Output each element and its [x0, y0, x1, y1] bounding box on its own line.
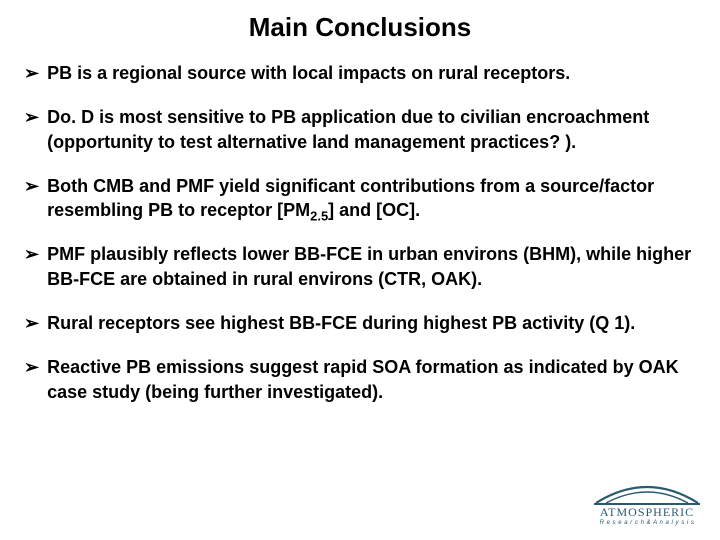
- bullet-item: ➢ Rural receptors see highest BB-FCE duri…: [24, 311, 696, 335]
- logo-arc-icon: [592, 481, 702, 507]
- bullet-item: ➢ Both CMB and PMF yield significant cont…: [24, 174, 696, 223]
- bullet-marker-icon: ➢: [24, 61, 39, 85]
- slide: Main Conclusions ➢ PB is a regional sourc…: [0, 0, 720, 540]
- bullet-text: Both CMB and PMF yield significant contr…: [47, 174, 696, 223]
- logo-tagline: R e s e a r c h & A n a l y s i s: [592, 520, 702, 526]
- bullet-item: ➢ Reactive PB emissions suggest rapid SOA…: [24, 355, 696, 404]
- bullet-text: PB is a regional source with local impac…: [47, 61, 696, 85]
- bullet-item: ➢ PB is a regional source with local impa…: [24, 61, 696, 85]
- logo-name: ATMOSPHERIC: [592, 505, 702, 520]
- bullet-text: Reactive PB emissions suggest rapid SOA …: [47, 355, 696, 404]
- bullet-list: ➢ PB is a regional source with local impa…: [24, 61, 696, 404]
- bullet-marker-icon: ➢: [24, 242, 39, 266]
- logo: ATMOSPHERIC R e s e a r c h & A n a l y …: [592, 481, 702, 526]
- bullet-marker-icon: ➢: [24, 174, 39, 198]
- bullet-marker-icon: ➢: [24, 311, 39, 335]
- bullet-text: Rural receptors see highest BB-FCE durin…: [47, 311, 696, 335]
- bullet-marker-icon: ➢: [24, 355, 39, 379]
- bullet-item: ➢ PMF plausibly reflects lower BB-FCE in …: [24, 242, 696, 291]
- bullet-text: PMF plausibly reflects lower BB-FCE in u…: [47, 242, 696, 291]
- bullet-text: Do. D is most sensitive to PB applicatio…: [47, 105, 696, 154]
- bullet-item: ➢ Do. D is most sensitive to PB applicati…: [24, 105, 696, 154]
- bullet-marker-icon: ➢: [24, 105, 39, 129]
- slide-title: Main Conclusions: [24, 12, 696, 43]
